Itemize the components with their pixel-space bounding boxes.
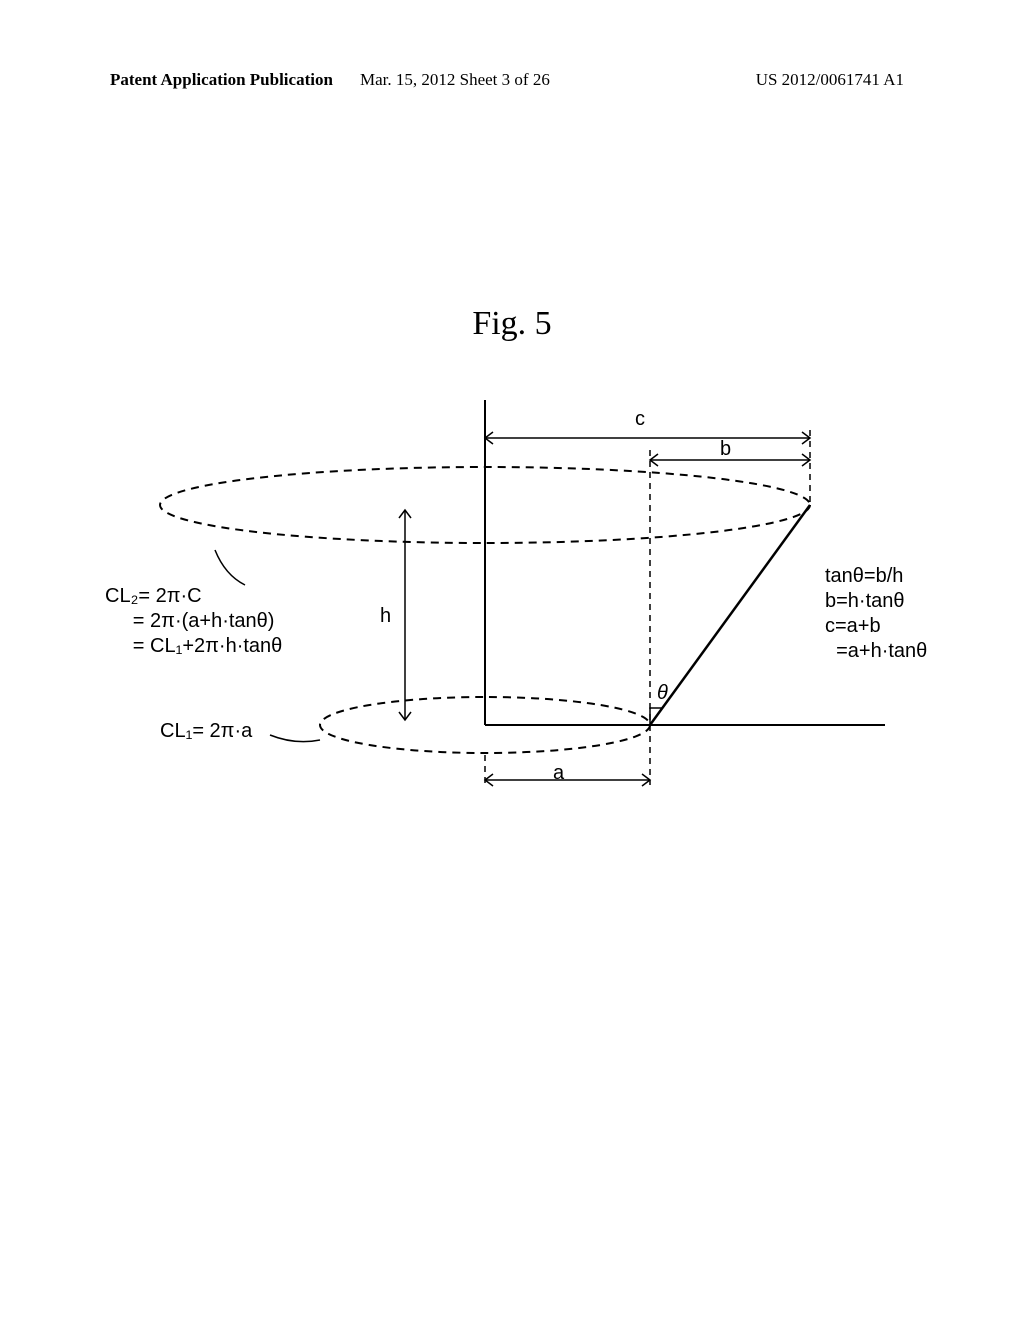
label-theta: θ xyxy=(657,682,668,705)
eq-r2: b=h·tanθ xyxy=(825,590,905,613)
header-id: US 2012/0061741 A1 xyxy=(756,70,904,90)
label-h: h xyxy=(380,605,391,628)
label-c: c xyxy=(635,408,645,431)
eq-cl2-3: = CL₁+2π·h·tanθ xyxy=(105,635,282,658)
leader-cl2 xyxy=(215,550,245,585)
eq-cl1: CL₁= 2π·a xyxy=(160,720,252,743)
header-pub: Patent Application Publication xyxy=(110,70,333,90)
eq-cl2-1: CL₂= 2π·C xyxy=(105,585,202,608)
label-a: a xyxy=(553,762,564,785)
figure-diagram: c b a h θ tanθ=b/h b=h·tanθ c=a+b =a+h·t… xyxy=(105,400,915,830)
dim-c xyxy=(485,432,810,444)
eq-r1: tanθ=b/h xyxy=(825,565,903,588)
header-sheet: Mar. 15, 2012 Sheet 3 of 26 xyxy=(360,70,550,90)
dim-a xyxy=(485,774,650,786)
label-b: b xyxy=(720,438,731,461)
leader-cl1 xyxy=(270,735,320,742)
eq-cl2-2: = 2π·(a+h·tanθ) xyxy=(105,610,274,633)
eq-r3: c=a+b xyxy=(825,615,881,638)
cone-slant xyxy=(650,505,810,725)
eq-r4: =a+h·tanθ xyxy=(825,640,927,663)
figure-title: Fig. 5 xyxy=(0,305,1024,343)
